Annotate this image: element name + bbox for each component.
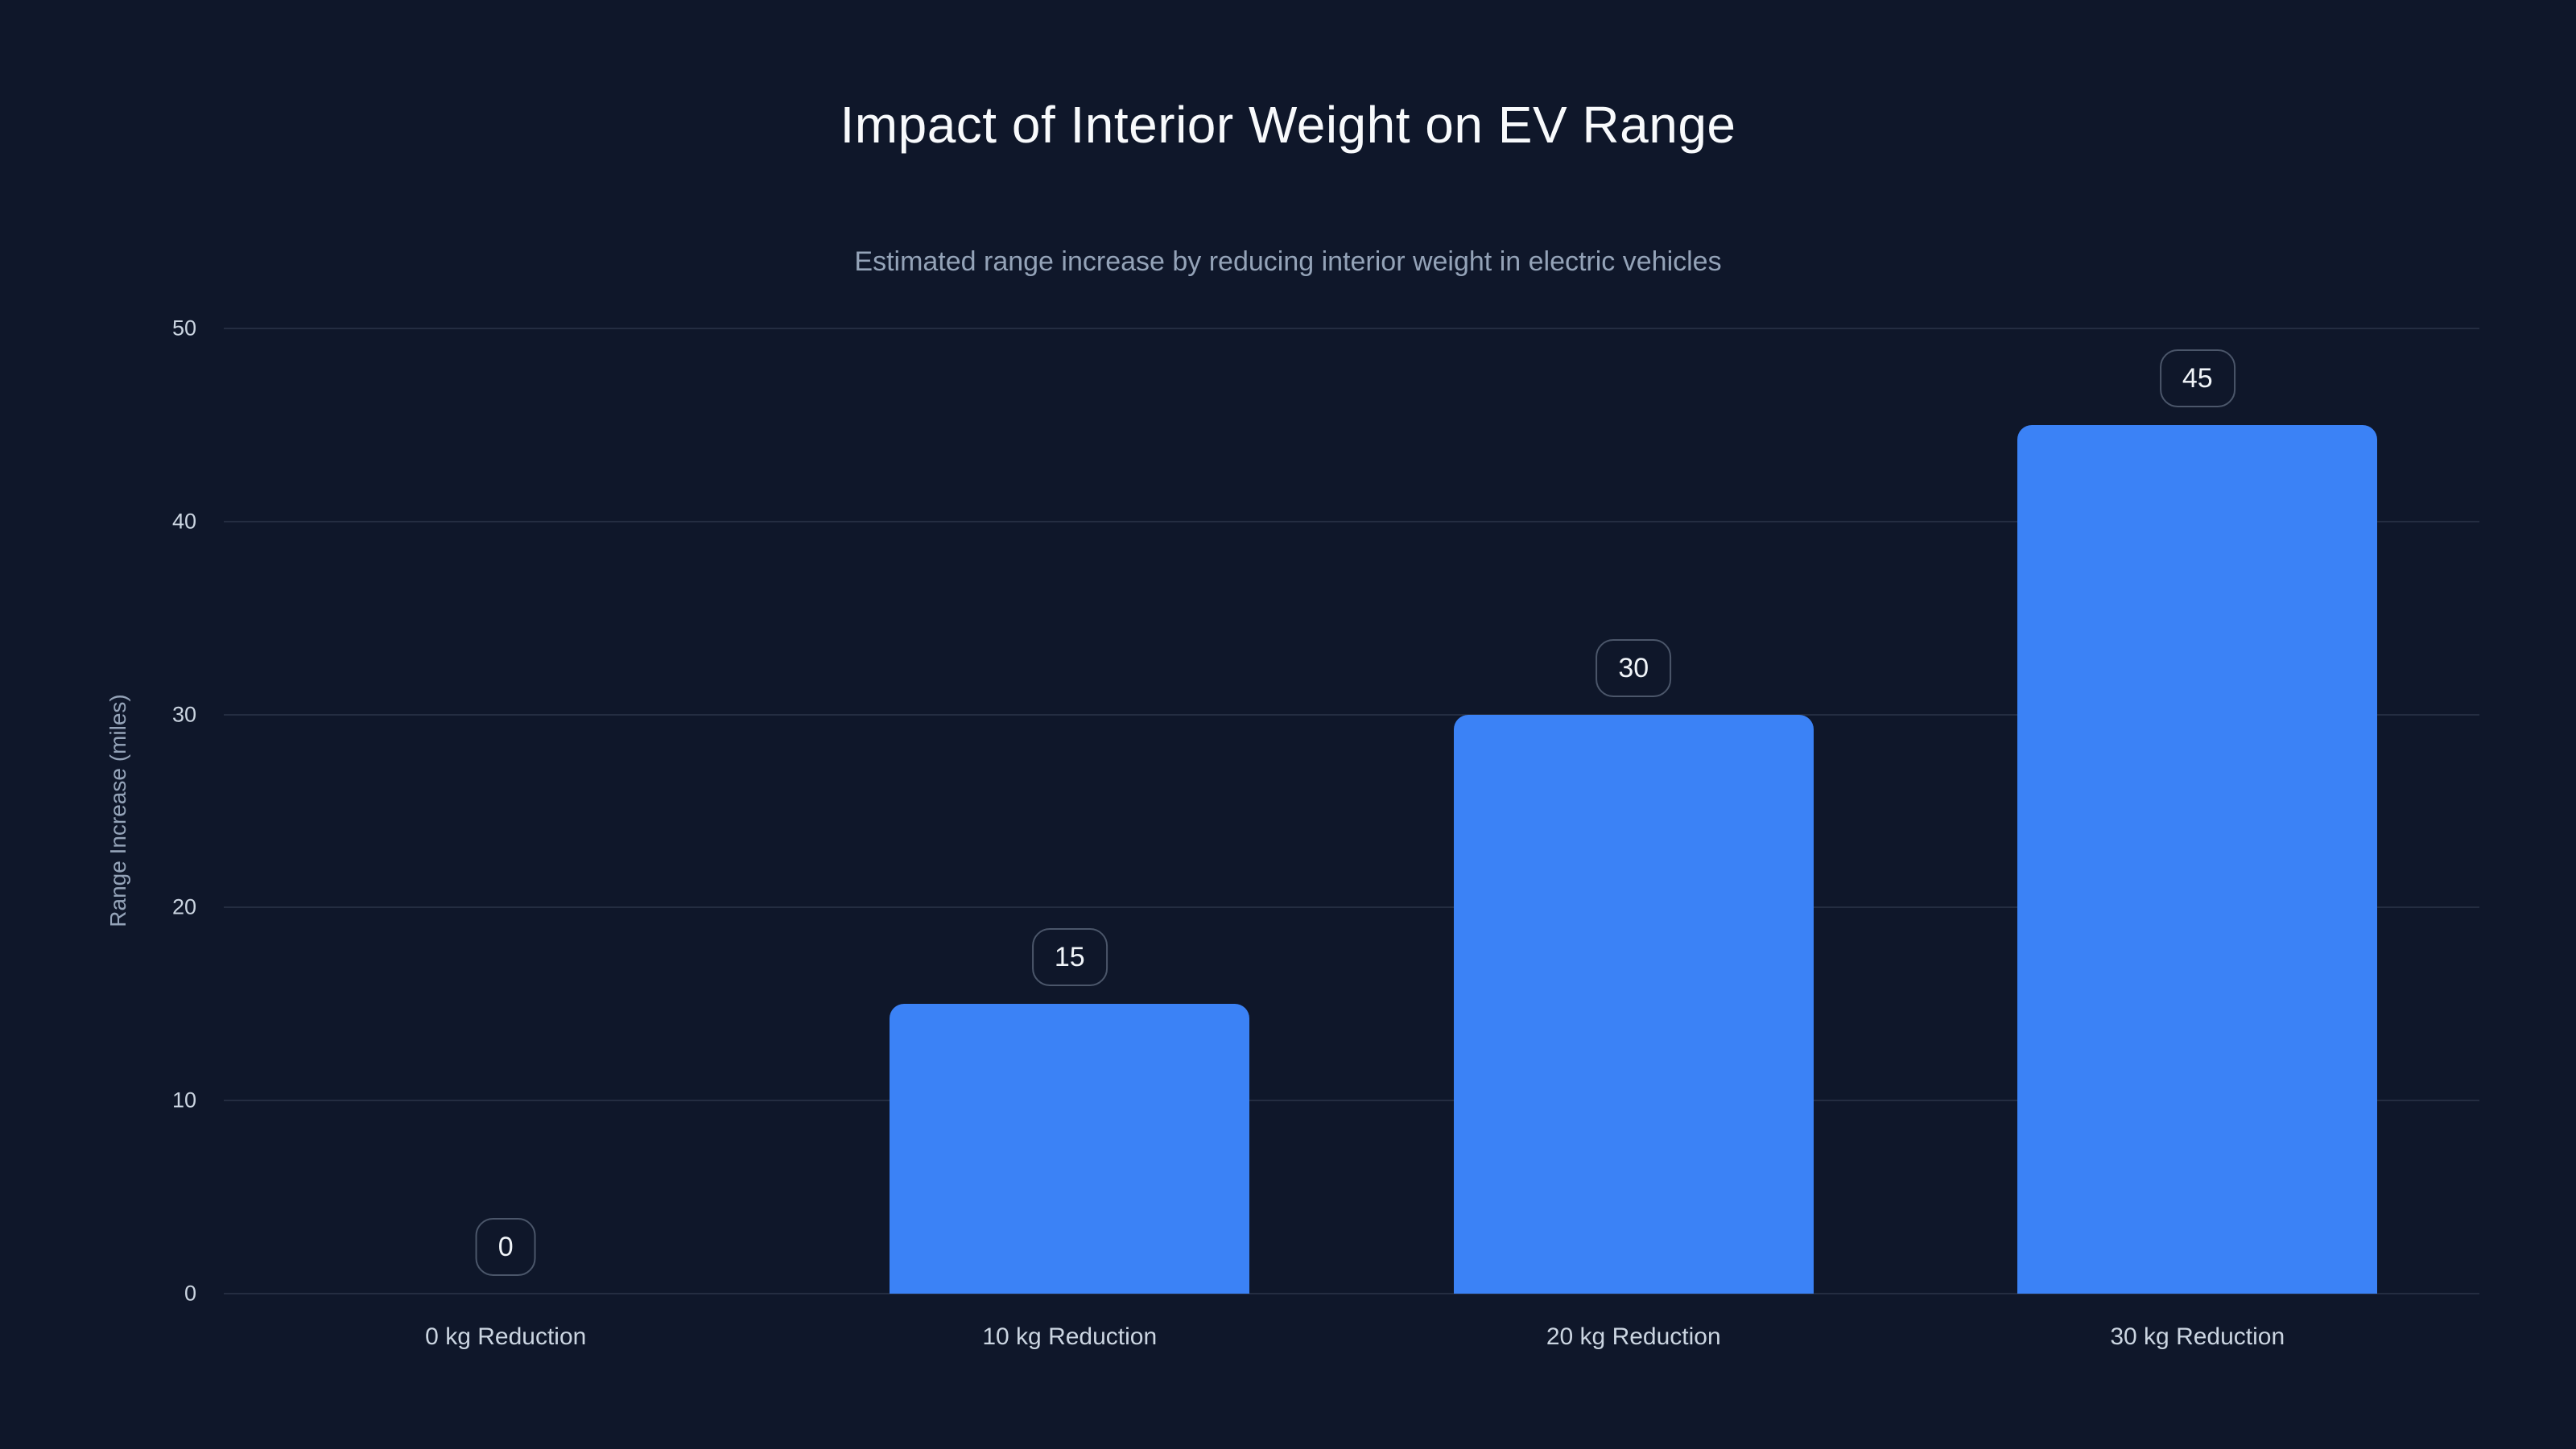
y-tick-label-50: 50 [171,316,196,341]
chart-subtitle: Estimated range increase by reducing int… [854,246,1722,277]
gridline-40 [224,520,2479,522]
bar-10-kg-reduction[interactable] [890,1004,1250,1294]
chart-title: Impact of Interior Weight on EV Range [840,96,1736,154]
x-axis-label-0-kg-reduction: 0 kg Reduction [425,1323,587,1350]
y-tick-label-10: 10 [171,1088,196,1113]
gridline-10 [224,1100,2479,1102]
gridline-30 [224,713,2479,716]
x-axis-label-30-kg-reduction: 30 kg Reduction [2110,1323,2285,1350]
y-tick-label-30: 30 [171,702,196,727]
gridline-20 [224,906,2479,909]
y-tick-label-20: 20 [171,894,196,919]
y-tick-label-0: 0 [184,1281,196,1306]
y-axis-title: Range Increase (miles) [105,694,130,927]
gridline-50 [224,328,2479,329]
y-tick-label-40: 40 [171,509,196,534]
value-badge-20-kg-reduction: 30 [1596,638,1672,697]
gridline-0 [224,1293,2479,1294]
value-badge-0-kg-reduction: 0 [475,1218,536,1276]
value-badge-10-kg-reduction: 15 [1031,928,1108,987]
bar-20-kg-reduction[interactable] [1453,714,1814,1294]
value-badge-30-kg-reduction: 45 [2159,349,2235,407]
x-axis-label-20-kg-reduction: 20 kg Reduction [1546,1323,1721,1350]
bar-30-kg-reduction[interactable] [2017,424,2378,1294]
plot-area: 0 10 20 30 40 50 0 0 kg Reduction 15 10 kg Reduct… [172,316,2479,1350]
x-axis-label-10-kg-reduction: 10 kg Reduction [982,1323,1158,1350]
